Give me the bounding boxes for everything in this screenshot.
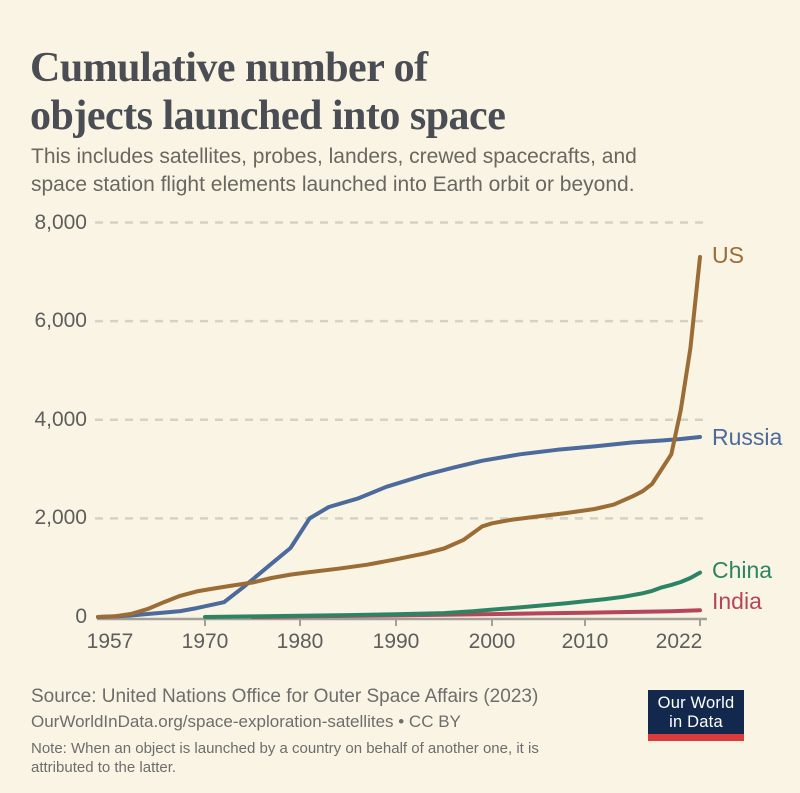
series-label-russia: Russia: [712, 424, 783, 450]
y-axis-label-8,000: 8,000: [34, 210, 87, 234]
chart-subtitle-line2: space station flight elements launched i…: [31, 173, 635, 196]
x-axis-label-2000: 2000: [468, 630, 516, 653]
x-axis-label-1970: 1970: [181, 630, 229, 653]
note-text: Note: When an object is launched by a co…: [31, 739, 539, 777]
source-text: Source: United Nations Office for Outer …: [31, 686, 539, 707]
x-axis-label-2010: 2010: [561, 630, 609, 653]
owid-logo-stripe: [648, 734, 744, 741]
y-axis-label-2,000: 2,000: [34, 506, 87, 530]
chart-title-line2: objects launched into space: [30, 93, 506, 140]
owid-logo-line2: in Data: [669, 712, 723, 731]
note-line1: Note: When an object is launched by a co…: [31, 740, 539, 757]
chart-subtitle-line1: This includes satellites, probes, lander…: [31, 145, 637, 168]
chart-title-line1: Cumulative number of: [30, 45, 428, 92]
owid-logo-line1: Our World: [657, 694, 735, 712]
x-axis-label-2022: 2022: [655, 630, 703, 653]
x-axis-label-1980: 1980: [276, 630, 324, 653]
y-axis-label-0: 0: [75, 605, 87, 628]
series-line-russia: [96, 435, 702, 619]
series-line-china: [203, 570, 702, 619]
series-label-india: India: [712, 588, 762, 615]
owid-logo: Our World in Data: [648, 690, 744, 741]
x-axis-label-1957: 1957: [86, 630, 134, 653]
chart-title: Cumulative number of objects launched int…: [30, 44, 506, 140]
y-axis-label-4,000: 4,000: [34, 407, 87, 431]
series-line-us: [96, 255, 702, 619]
owid-logo-text: Our World in Data: [648, 690, 744, 734]
citation-url: OurWorldInData.org/space-exploration-sat…: [31, 712, 461, 731]
chart-subtitle: This includes satellites, probes, lander…: [31, 143, 637, 199]
series-label-china: China: [712, 556, 773, 583]
note-line2: attributed to the latter.: [31, 759, 177, 776]
x-axis-label-1990: 1990: [372, 630, 420, 653]
y-axis-label-6,000: 6,000: [34, 309, 87, 333]
series-label-us: US: [712, 242, 744, 269]
